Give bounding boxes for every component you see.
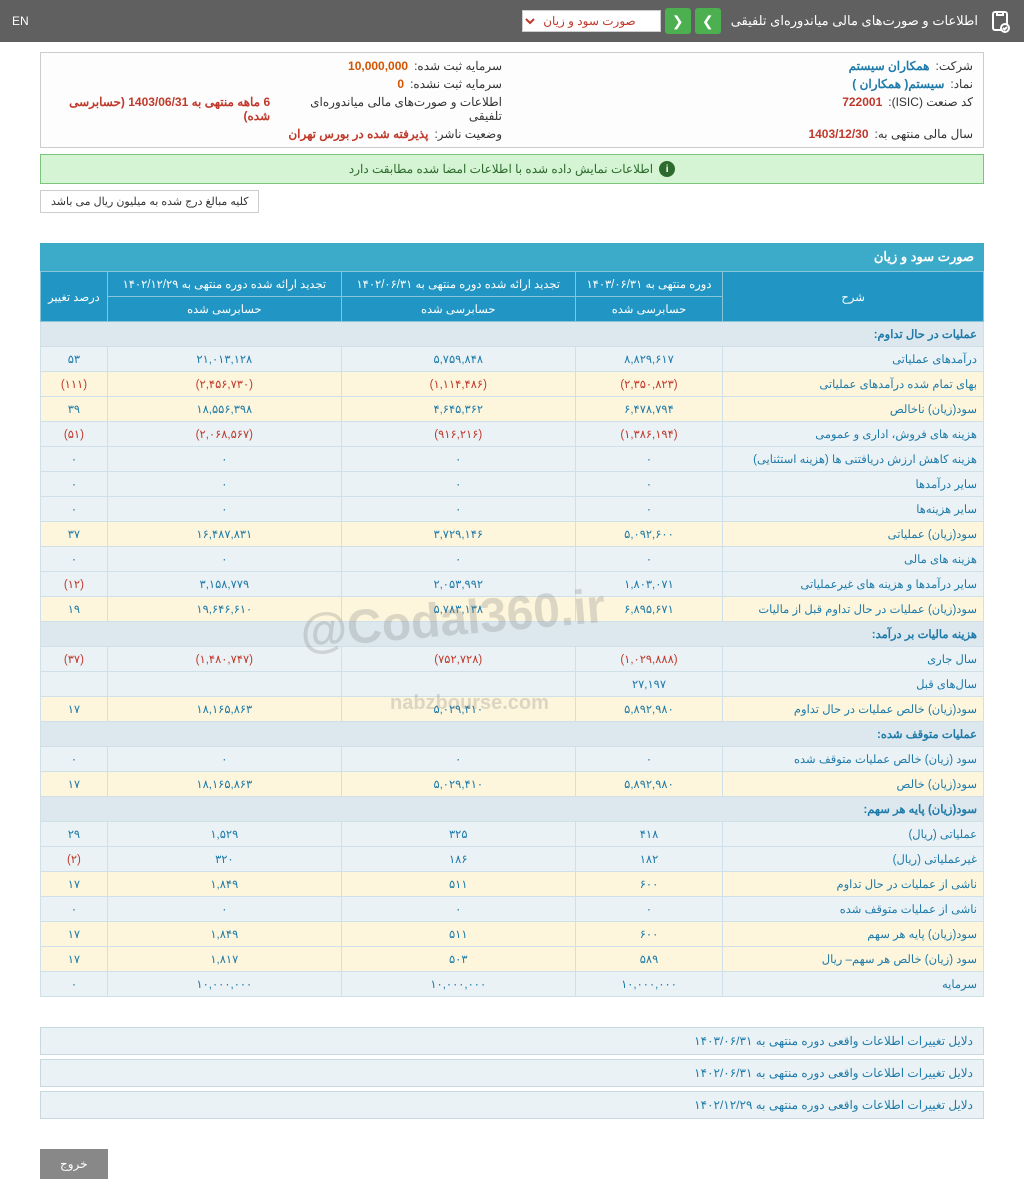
symbol-value: سیستم( همکاران ): [852, 77, 944, 91]
col-p3: تجدید ارائه شده دوره منتهی به ۱۴۰۲/۱۲/۲۹: [107, 272, 341, 297]
table-row: سود(زیان) پایه هر سهم۶۰۰۵۱۱۱,۸۴۹۱۷: [41, 922, 984, 947]
col-audited-1: حسابرسی شده: [575, 297, 723, 322]
confirmation-text: اطلاعات نمایش داده شده با اطلاعات امضا ش…: [349, 162, 653, 176]
symbol-label: نماد:: [950, 77, 973, 91]
isic-value: 722001: [842, 95, 882, 123]
status-label: وضعیت ناشر:: [434, 127, 502, 141]
status-value: پذیرفته شده در بورس تهران: [288, 127, 428, 141]
table-row: هزینه کاهش ارزش دریافتنی ها (هزینه استثن…: [41, 447, 984, 472]
col-audited-2: حسابرسی شده: [341, 297, 575, 322]
table-row: درآمدهای عملیاتی۸,۸۲۹,۶۱۷۵,۷۵۹,۸۴۸۲۱,۰۱۳…: [41, 347, 984, 372]
table-row: سایر درآمدها۰۰۰۰: [41, 472, 984, 497]
table-row: سود(زیان) خالص عملیات در حال تداوم۵,۸۹۲,…: [41, 697, 984, 722]
exit-button[interactable]: خروج: [40, 1149, 108, 1179]
table-row: سایر درآمدها و هزینه های غیرعملیاتی۱,۸۰۳…: [41, 572, 984, 597]
table-row: عملیاتی (ریال)۴۱۸۳۲۵۱,۵۲۹۲۹: [41, 822, 984, 847]
col-p1: دوره منتهی به ۱۴۰۳/۰۶/۳۱: [575, 272, 723, 297]
table-subheader: عملیات متوقف شده:: [41, 722, 984, 747]
col-audited-3: حسابرسی شده: [107, 297, 341, 322]
table-row: ناشی از عملیات در حال تداوم۶۰۰۵۱۱۱,۸۴۹۱۷: [41, 872, 984, 897]
table-row: ناشی از عملیات متوقف شده۰۰۰۰: [41, 897, 984, 922]
reason-box[interactable]: دلایل تغییرات اطلاعات واقعی دوره منتهی ب…: [40, 1091, 984, 1119]
capital-unreg-label: سرمایه ثبت نشده:: [410, 77, 502, 91]
table-row: سود(زیان) ناخالص۶,۴۷۸,۷۹۴۴,۶۴۵,۳۶۲۱۸,۵۵۶…: [41, 397, 984, 422]
table-row: سود(زیان) عملیات در حال تداوم قبل از مال…: [41, 597, 984, 622]
page-title: اطلاعات و صورت‌های مالی میاندوره‌ای تلفی…: [731, 13, 978, 29]
table-row: غیرعملیاتی (ریال)۱۸۲۱۸۶۳۲۰(۲): [41, 847, 984, 872]
table-row: سال جاری(۱,۰۲۹,۸۸۸)(۷۵۲,۷۲۸)(۱,۴۸۰,۷۴۷)(…: [41, 647, 984, 672]
year-label: سال مالی منتهی به:: [875, 127, 973, 141]
nav-next-button[interactable]: ❯: [695, 8, 721, 34]
col-p2: تجدید ارائه شده دوره منتهی به ۱۴۰۲/۰۶/۳۱: [341, 272, 575, 297]
clipboard-icon: [988, 9, 1012, 33]
table-subheader: سود(زیان) پایه هر سهم:: [41, 797, 984, 822]
company-info-box: شرکت: همکاران سیستم سرمایه ثبت شده: 10,000…: [40, 52, 984, 148]
income-statement-table: شرح دوره منتهی به ۱۴۰۳/۰۶/۳۱ تجدید ارائه…: [40, 271, 984, 997]
table-row: سرمایه۱۰,۰۰۰,۰۰۰۱۰,۰۰۰,۰۰۰۱۰,۰۰۰,۰۰۰۰: [41, 972, 984, 997]
table-row: سایر هزینه‌ها۰۰۰۰: [41, 497, 984, 522]
currency-note: کلیه مبالغ درج شده به میلیون ریال می باش…: [40, 190, 259, 213]
report-label: اطلاعات و صورت‌های مالی میاندوره‌ای تلفی…: [285, 95, 502, 123]
col-desc: شرح: [723, 272, 984, 322]
info-icon: i: [659, 161, 675, 177]
table-row: سال‌های قبل۲۷,۱۹۷: [41, 672, 984, 697]
col-pct: درصد تغییر: [41, 272, 108, 322]
language-toggle[interactable]: EN: [12, 14, 29, 28]
section-title: صورت سود و زیان: [40, 243, 984, 271]
table-row: سود (زیان) خالص عملیات متوقف شده۰۰۰۰: [41, 747, 984, 772]
nav-prev-button[interactable]: ❮: [665, 8, 691, 34]
company-label: شرکت:: [935, 59, 973, 73]
header-bar: اطلاعات و صورت‌های مالی میاندوره‌ای تلفی…: [0, 0, 1024, 42]
capital-reg-value: 10,000,000: [348, 59, 408, 73]
year-value: 1403/12/30: [808, 127, 868, 141]
table-row: بهای تمام شده درآمدهای عملیاتی(۲,۳۵۰,۸۲۳…: [41, 372, 984, 397]
reason-box[interactable]: دلایل تغییرات اطلاعات واقعی دوره منتهی ب…: [40, 1027, 984, 1055]
company-value: همکاران سیستم: [849, 59, 930, 73]
reason-box[interactable]: دلایل تغییرات اطلاعات واقعی دوره منتهی ب…: [40, 1059, 984, 1087]
isic-label: کد صنعت (ISIC):: [888, 95, 973, 123]
capital-unreg-value: 0: [397, 77, 404, 91]
table-subheader: عملیات در حال تداوم:: [41, 322, 984, 347]
report-value: 6 ماهه منتهی به 1403/06/31 (حسابرسی شده): [51, 95, 270, 123]
table-row: هزینه های فروش، اداری و عمومی(۱,۳۸۶,۱۹۴)…: [41, 422, 984, 447]
table-row: سود(زیان) خالص۵,۸۹۲,۹۸۰۵,۰۲۹,۴۱۰۱۸,۱۶۵,۸…: [41, 772, 984, 797]
confirmation-banner: i اطلاعات نمایش داده شده با اطلاعات امضا…: [40, 154, 984, 184]
table-subheader: هزینه مالیات بر درآمد:: [41, 622, 984, 647]
report-select[interactable]: صورت سود و زیان: [522, 10, 661, 32]
table-row: هزینه های مالی۰۰۰۰: [41, 547, 984, 572]
capital-reg-label: سرمایه ثبت شده:: [414, 59, 502, 73]
table-row: سود(زیان) عملیاتی۵,۰۹۲,۶۰۰۳,۷۲۹,۱۴۶۱۶,۴۸…: [41, 522, 984, 547]
table-row: سود (زیان) خالص هر سهم– ریال۵۸۹۵۰۳۱,۸۱۷۱…: [41, 947, 984, 972]
